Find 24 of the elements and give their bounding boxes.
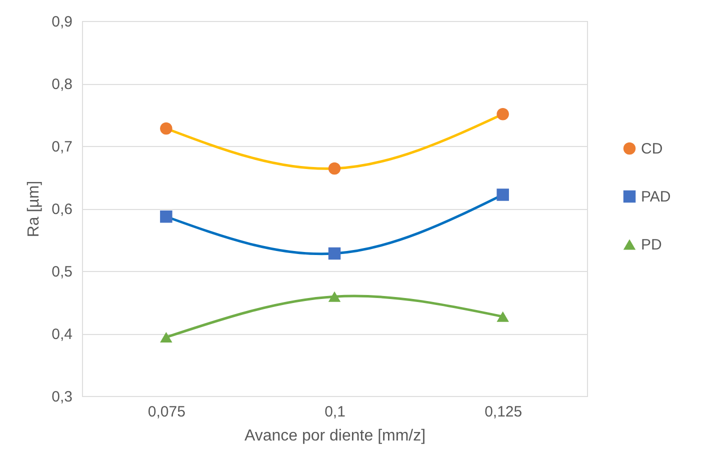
point bbox=[328, 162, 341, 175]
y-axis-title: Ra [µm] bbox=[26, 180, 43, 238]
x-tick-label: 0,075 bbox=[148, 404, 186, 420]
legend-label: PD bbox=[641, 236, 662, 254]
legend-label: PAD bbox=[641, 188, 671, 206]
x-tick-label: 0,1 bbox=[324, 404, 346, 420]
point bbox=[160, 122, 172, 135]
y-tick-label: 0,5 bbox=[52, 264, 72, 280]
x-tick-label: 0,125 bbox=[484, 404, 522, 420]
y-tick-label: 0,8 bbox=[52, 76, 72, 93]
y-tick-label: 0,4 bbox=[52, 326, 72, 343]
point bbox=[160, 210, 172, 223]
point bbox=[496, 311, 509, 322]
legend-label: CD bbox=[641, 140, 663, 158]
y-tick-label: 0,3 bbox=[52, 388, 72, 406]
x-axis-title: Avance por diente [mm/z] bbox=[244, 428, 426, 444]
point bbox=[496, 108, 509, 120]
y-tick-label: 0,7 bbox=[52, 138, 72, 156]
point bbox=[160, 332, 172, 343]
y-tick-label: 0,9 bbox=[52, 14, 72, 30]
point bbox=[328, 291, 341, 302]
point bbox=[328, 247, 341, 260]
point bbox=[496, 188, 509, 201]
y-tick-label: 0,6 bbox=[52, 201, 72, 218]
